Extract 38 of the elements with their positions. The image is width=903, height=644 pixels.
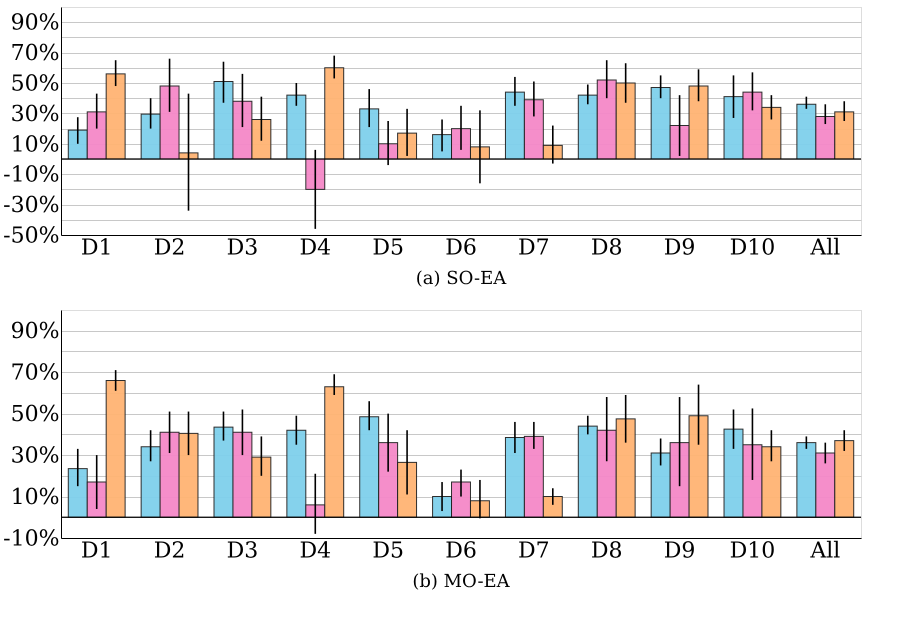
x-tick-label: D6 [445,236,477,260]
x-tick-label: D10 [730,538,776,564]
x-tick-label: D9 [664,538,696,564]
x-tick-label: D4 [299,236,332,260]
x-tick-label: D9 [664,236,696,260]
x-tick-label: D5 [372,538,404,564]
y-tick-label: 50% [10,402,60,428]
y-tick-label: 70% [10,41,60,66]
x-tick-label: D7 [518,538,550,564]
y-tick-label: 10% [10,485,60,510]
x-tick-label: D2 [154,236,186,260]
text: (b) MO-EA [412,571,511,592]
y-tick-label: 90% [10,10,60,36]
y-tick-label: 30% [10,102,60,127]
x-tick-label: D10 [730,236,776,260]
x-tick-label: D3 [226,538,258,564]
x-tick-label: D1 [80,538,113,564]
x-tick-label: D5 [372,236,404,260]
y-tick-label: -30% [3,193,60,218]
x-tick-label: D6 [445,538,477,564]
y-tick-label: 30% [10,444,60,469]
y-tick-label: 50% [10,72,60,96]
y-tick-label: -50% [3,224,60,248]
x-tick-label: D3 [226,236,258,260]
x-tick-label: D8 [590,538,623,564]
x-tick-label: D8 [590,236,623,260]
x-tick-label: D7 [518,236,550,260]
y-tick-label: -10% [3,526,60,552]
y-tick-label: -10% [3,162,60,188]
y-tick-label: 10% [10,132,60,158]
x-tick-label: D4 [299,538,332,564]
x-tick-label: All [809,538,840,564]
x-tick-label: D2 [154,538,186,564]
x-tick-label: All [809,236,840,260]
y-tick-label: 90% [10,319,60,344]
x-tick-label: D1 [80,236,113,260]
text: (a) SO-EA [416,268,508,289]
y-tick-label: 70% [10,360,60,386]
